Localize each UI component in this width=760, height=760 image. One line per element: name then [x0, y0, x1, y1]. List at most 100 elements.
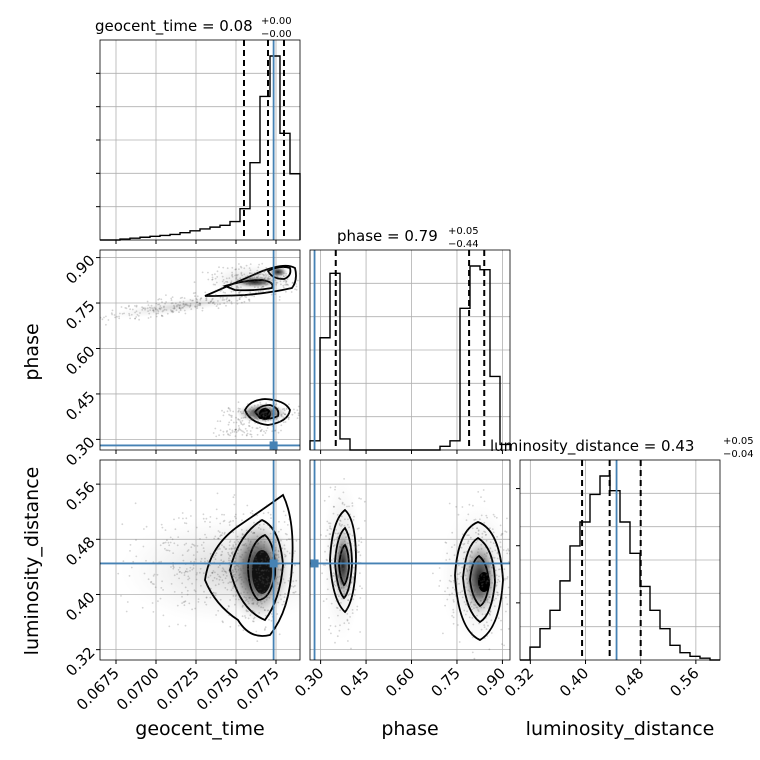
sample-point [278, 401, 281, 404]
sample-point [329, 527, 331, 530]
sample-point [221, 513, 223, 516]
sample-point [188, 602, 191, 605]
sample-point [254, 411, 257, 414]
sample-point [248, 420, 251, 422]
sample-point [239, 408, 241, 410]
sample-point [466, 604, 469, 607]
sample-point [321, 572, 323, 575]
sample-point [254, 578, 257, 581]
sample-point [332, 545, 335, 548]
sample-point [211, 571, 214, 574]
xticks-21: 0.30 0.45 0.60 0.75 0.90 [291, 660, 509, 700]
sample-point [264, 628, 266, 630]
sample-point [231, 552, 233, 555]
sample-point [473, 594, 476, 596]
sample-point [282, 275, 285, 278]
sample-point [256, 276, 258, 279]
sample-point [256, 278, 259, 281]
sample-point [181, 591, 183, 594]
sample-point [254, 558, 256, 561]
sample-point [482, 566, 485, 569]
sample-point [282, 421, 285, 424]
sample-point [184, 600, 187, 602]
hist-phase [309, 265, 511, 451]
sample-point [471, 583, 473, 585]
sample-point [255, 281, 257, 284]
sample-point [241, 606, 244, 608]
sample-point [455, 505, 458, 508]
sample-point [150, 304, 153, 307]
sample-point [266, 609, 269, 612]
sample-point [150, 307, 152, 309]
sample-point [189, 570, 191, 572]
sample-point [201, 271, 204, 274]
sample-point [354, 545, 357, 548]
sample-point [352, 598, 354, 601]
sample-point [254, 546, 257, 548]
sample-point [137, 315, 140, 317]
sample-point [142, 545, 145, 548]
sample-point [234, 428, 237, 431]
sample-point [276, 275, 278, 278]
sample-point [346, 570, 348, 573]
sample-point [202, 513, 205, 516]
sample-point [256, 269, 259, 272]
sample-point [283, 409, 286, 412]
sample-point [487, 564, 490, 567]
sample-point [360, 498, 362, 500]
sample-point [267, 276, 270, 278]
sample-point [343, 622, 346, 625]
sample-point [260, 287, 263, 289]
sample-point [349, 577, 352, 580]
sample-point [239, 410, 242, 413]
sample-point [355, 545, 358, 548]
sample-point [187, 578, 190, 581]
sample-point [275, 418, 278, 420]
sample-point [293, 591, 296, 594]
sample-point [245, 596, 247, 599]
sample-point [344, 518, 346, 521]
sample-point [234, 515, 236, 518]
sample-point [302, 280, 304, 282]
sample-point [277, 550, 280, 553]
sample-point [237, 418, 240, 420]
sample-point [477, 533, 480, 536]
sample-point [228, 524, 231, 526]
sample-point [322, 563, 325, 566]
sample-point [262, 290, 264, 292]
sample-point [205, 297, 208, 299]
sample-point [507, 628, 510, 630]
sample-point [289, 574, 292, 576]
sample-point [260, 428, 263, 431]
sample-point [480, 543, 483, 546]
sample-point [256, 276, 259, 279]
sample-point [286, 524, 289, 526]
sample-point [229, 571, 232, 574]
sample-point [266, 504, 268, 507]
sample-point [472, 623, 475, 626]
sample-point [486, 598, 489, 601]
sample-point [164, 529, 167, 531]
sample-point [263, 609, 266, 611]
sample-point [337, 535, 340, 538]
sample-point [493, 556, 496, 559]
sample-point [472, 573, 475, 576]
sample-point [333, 566, 335, 569]
sample-point [233, 585, 236, 588]
sample-point [258, 578, 261, 581]
title-phase-main: phase = 0.79 [337, 227, 438, 245]
sample-point [246, 430, 248, 432]
sample-point [267, 404, 269, 407]
sample-point [338, 497, 340, 500]
sample-point [471, 634, 474, 637]
sample-point [485, 621, 488, 624]
sample-point [445, 542, 448, 544]
sample-point [284, 532, 287, 535]
sample-point [498, 575, 500, 578]
sample-point [196, 307, 199, 309]
sample-point [173, 307, 176, 309]
sample-point [493, 566, 496, 568]
sample-point [262, 581, 265, 583]
sample-point [511, 625, 513, 627]
sample-point [342, 564, 345, 567]
